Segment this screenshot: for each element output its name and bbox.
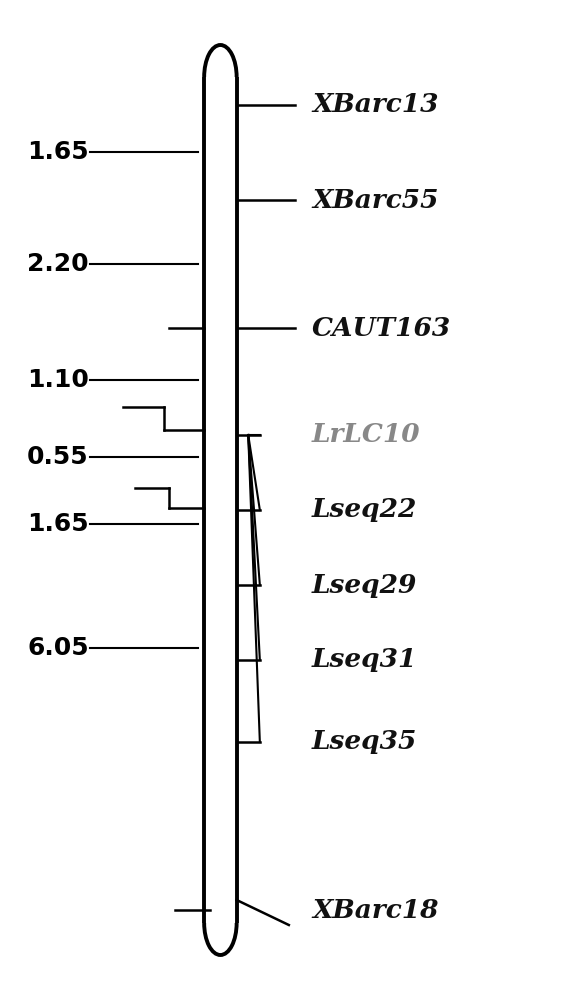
Text: CAUT163: CAUT163 [312,316,451,340]
Text: Lseq35: Lseq35 [312,730,418,754]
Text: 1.65: 1.65 [27,512,89,536]
Text: 6.05: 6.05 [27,636,89,660]
Text: XBarc55: XBarc55 [312,188,438,213]
Text: 1.10: 1.10 [27,368,89,392]
Text: Lseq31: Lseq31 [312,648,418,672]
Text: LrLC10: LrLC10 [312,422,420,448]
Text: 0.55: 0.55 [27,445,89,469]
Text: Lseq29: Lseq29 [312,572,418,597]
Text: 2.20: 2.20 [27,252,89,276]
Text: XBarc18: XBarc18 [312,898,438,922]
Text: Lseq22: Lseq22 [312,497,418,522]
Text: 1.65: 1.65 [27,140,89,164]
Text: XBarc13: XBarc13 [312,93,438,117]
